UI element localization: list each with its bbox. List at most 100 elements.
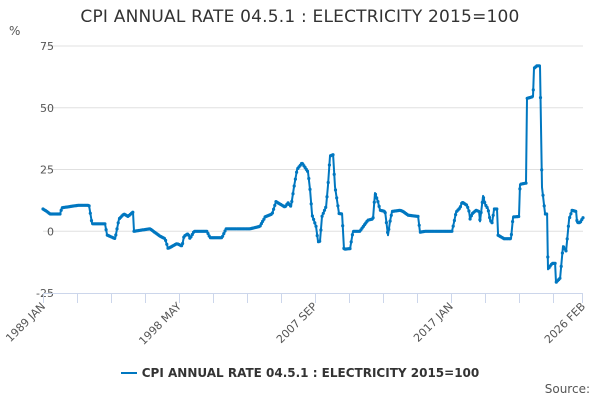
data-point xyxy=(341,224,345,228)
data-point xyxy=(495,207,499,211)
data-point xyxy=(313,221,317,225)
data-point xyxy=(293,177,297,181)
data-point xyxy=(339,212,344,216)
data-point xyxy=(508,237,512,241)
data-point xyxy=(114,233,118,237)
data-point xyxy=(560,251,565,255)
data-point xyxy=(553,261,557,265)
y-tick-label: 0 xyxy=(47,225,54,238)
data-point xyxy=(518,187,522,191)
data-point xyxy=(325,195,329,199)
data-point xyxy=(131,210,135,214)
data-point xyxy=(350,233,354,237)
data-point xyxy=(319,228,323,232)
data-point xyxy=(488,215,492,220)
data-point xyxy=(566,224,571,228)
data-point xyxy=(388,219,392,223)
data-point xyxy=(510,220,515,224)
x-tick-label: 1998 MAY xyxy=(136,300,184,348)
data-point xyxy=(270,211,274,215)
data-point xyxy=(348,247,352,251)
data-point xyxy=(272,207,276,211)
data-point xyxy=(541,193,545,197)
data-point xyxy=(349,240,353,244)
data-point xyxy=(181,241,185,246)
data-point xyxy=(292,184,296,188)
data-point xyxy=(89,219,94,223)
data-point xyxy=(464,203,469,207)
data-point xyxy=(308,187,312,191)
data-point xyxy=(450,229,454,233)
data-point xyxy=(467,209,471,213)
data-point xyxy=(389,213,393,217)
data-point xyxy=(480,200,484,204)
series-line xyxy=(42,64,584,284)
data-point xyxy=(324,205,328,209)
data-point xyxy=(164,238,168,242)
data-point xyxy=(87,204,91,208)
x-tick-label: 2007 SEP xyxy=(274,300,320,346)
data-point xyxy=(331,153,335,157)
data-point xyxy=(454,213,458,217)
data-point xyxy=(530,95,534,99)
data-point xyxy=(104,228,108,232)
data-point xyxy=(314,224,318,228)
data-point xyxy=(485,205,489,210)
data-point xyxy=(88,211,92,215)
data-point xyxy=(417,223,421,227)
data-point xyxy=(565,237,569,241)
data-point xyxy=(371,216,375,220)
data-point xyxy=(309,202,313,206)
data-point xyxy=(509,232,513,237)
data-point xyxy=(386,230,390,234)
data-point xyxy=(373,192,378,196)
data-point xyxy=(468,217,472,221)
data-point xyxy=(327,163,331,167)
data-point xyxy=(336,204,340,208)
data-point xyxy=(568,215,572,220)
x-tick-label: 2017 JAN xyxy=(411,300,456,345)
data-point xyxy=(165,242,169,246)
data-point xyxy=(318,239,322,243)
data-point xyxy=(326,180,330,185)
data-point xyxy=(477,209,481,213)
data-point xyxy=(384,221,388,225)
data-point xyxy=(290,199,294,204)
data-point xyxy=(451,224,455,228)
data-point xyxy=(416,214,420,218)
data-point xyxy=(59,208,63,212)
data-point xyxy=(187,233,191,237)
data-point xyxy=(375,196,379,200)
data-point xyxy=(273,203,277,207)
data-point xyxy=(295,170,299,174)
y-axis-unit: % xyxy=(9,24,21,38)
data-point xyxy=(315,234,319,238)
data-point xyxy=(458,205,462,209)
data-point xyxy=(478,218,482,222)
data-point xyxy=(322,208,327,212)
data-point xyxy=(540,168,544,172)
data-point xyxy=(491,213,495,217)
data-point xyxy=(307,176,311,181)
data-point xyxy=(113,236,117,240)
data-point xyxy=(558,276,562,280)
data-point xyxy=(321,211,325,215)
data-point xyxy=(115,227,119,231)
data-point xyxy=(383,211,387,215)
data-point xyxy=(479,210,483,215)
y-tick-label: 25 xyxy=(40,164,54,177)
legend[interactable]: CPI ANNUAL RATE 04.5.1 : ELECTRICITY 201… xyxy=(0,366,600,380)
data-point xyxy=(222,232,226,236)
data-point xyxy=(58,212,62,216)
data-point xyxy=(531,88,535,92)
data-point xyxy=(452,218,456,223)
data-point xyxy=(305,169,310,173)
data-point xyxy=(221,234,225,238)
data-point xyxy=(564,249,568,253)
y-tick-label: 75 xyxy=(40,40,54,53)
data-point xyxy=(542,204,546,208)
data-point xyxy=(289,204,293,208)
data-point xyxy=(559,264,563,268)
data-point xyxy=(291,192,295,196)
